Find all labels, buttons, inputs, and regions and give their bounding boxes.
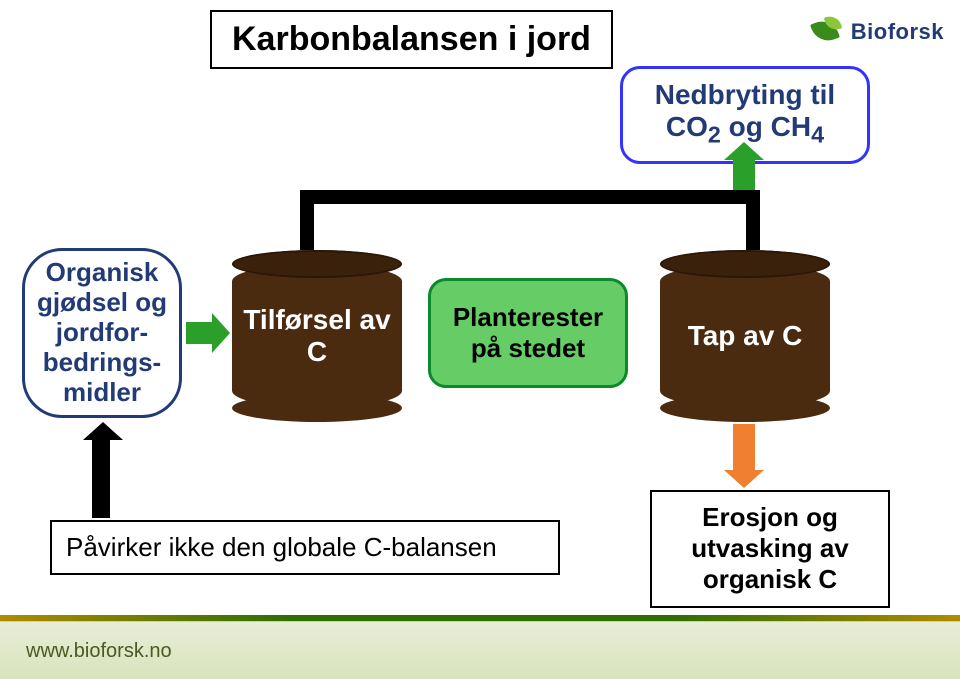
slide-canvas: Karbonbalansen i jord Bioforsk Nedbrytin… — [0, 0, 960, 679]
leaf-icon — [809, 14, 845, 50]
arrow-cyl-to-erosion — [733, 424, 755, 470]
node-cylinder-input: Tilførsel av C — [232, 264, 402, 408]
plant-text: Planterester på stedet — [441, 302, 615, 364]
organic-text: Organisk gjødsel og jordfor-bedrings-mid… — [33, 258, 171, 407]
erosion-text: Erosjon og utvasking av organisk C — [691, 502, 849, 594]
bioforsk-logo: Bioforsk — [809, 14, 944, 50]
arrow-caption-to-organic — [92, 440, 110, 518]
output-line1: Nedbryting til — [637, 79, 853, 111]
node-erosion: Erosjon og utvasking av organisk C — [650, 490, 890, 608]
arrow-organic-to-cyl — [186, 322, 212, 344]
node-plant-residues: Planterester på stedet — [428, 278, 628, 388]
caption-global-balance: Påvirker ikke den globale C-balansen — [50, 520, 560, 575]
connector-cylinders-join — [300, 190, 760, 250]
cyl-out-text: Tap av C — [660, 320, 830, 352]
cyl-in-text: Tilførsel av C — [232, 304, 402, 368]
logo-text: Bioforsk — [851, 19, 944, 45]
page-title-box: Karbonbalansen i jord — [210, 10, 613, 69]
node-organic-input: Organisk gjødsel og jordfor-bedrings-mid… — [22, 248, 182, 418]
caption-text: Påvirker ikke den globale C-balansen — [66, 532, 497, 562]
page-title: Karbonbalansen i jord — [232, 20, 591, 58]
footer-url: www.bioforsk.no — [26, 640, 172, 663]
arrow-cyl-to-output — [733, 160, 755, 190]
node-cylinder-output: Tap av C — [660, 264, 830, 408]
